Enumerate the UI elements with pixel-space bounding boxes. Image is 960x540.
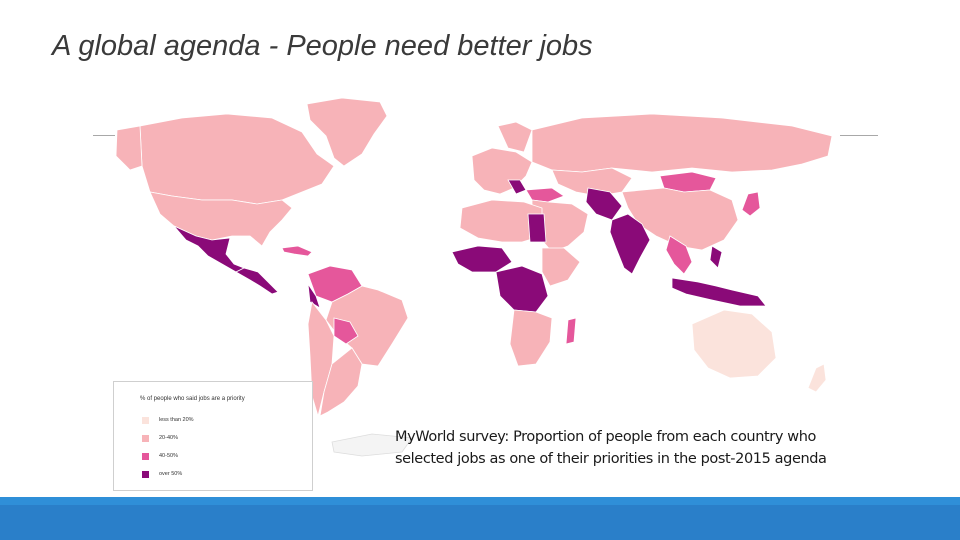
region-philippines	[709, 245, 723, 269]
region-antarctica	[331, 433, 413, 457]
legend-swatch	[142, 416, 149, 424]
region-new-zealand	[807, 363, 827, 393]
region-southern-africa	[509, 309, 553, 367]
caption-line-1: MyWorld survey: Proportion of people fro…	[395, 429, 816, 445]
region-indonesia	[671, 277, 767, 307]
region-argentina	[319, 347, 363, 417]
region-australia	[691, 309, 777, 379]
region-russia	[531, 113, 833, 173]
map-caption: MyWorld survey: Proportion of people fro…	[395, 426, 855, 470]
legend-title: % of people who said jobs are a priority	[140, 396, 245, 402]
legend-swatch	[142, 470, 149, 478]
world-map	[115, 97, 833, 457]
region-caribbean	[281, 245, 313, 257]
legend-label: 40-50%	[159, 453, 178, 459]
footer-bar-highlight	[0, 497, 960, 505]
region-madagascar	[565, 317, 577, 345]
legend-item-40-50: 40-50%	[142, 451, 178, 461]
title-rule-right	[840, 135, 878, 136]
slide-title: A global agenda - People need better job…	[52, 30, 593, 62]
region-scandinavia	[497, 121, 533, 153]
region-southeast-asia	[665, 235, 693, 275]
legend-swatch	[142, 452, 149, 460]
legend-item-less-than-20: less than 20%	[142, 415, 194, 425]
region-central-america	[235, 267, 279, 295]
region-india	[609, 213, 651, 275]
legend-item-20-40: 20-40%	[142, 433, 178, 443]
region-central-africa	[495, 265, 549, 313]
caption-line-2: selected jobs as one of their priorities…	[395, 451, 827, 467]
region-egypt	[527, 213, 547, 243]
region-japan	[741, 191, 761, 217]
region-east-africa	[541, 247, 581, 287]
map-legend: % of people who said jobs are a priority…	[113, 381, 313, 491]
legend-label: 20-40%	[159, 435, 178, 441]
region-greenland	[306, 97, 388, 167]
region-turkey	[525, 187, 565, 203]
legend-item-over-50: over 50%	[142, 469, 182, 479]
legend-label: less than 20%	[159, 417, 194, 423]
legend-swatch	[142, 434, 149, 442]
region-andes	[307, 301, 335, 418]
region-bolivia	[333, 317, 359, 345]
region-west-africa	[451, 245, 513, 273]
legend-label: over 50%	[159, 471, 183, 477]
region-alaska	[115, 125, 143, 171]
region-canada	[139, 113, 335, 205]
region-peru	[307, 283, 321, 309]
title-rule-left	[93, 135, 115, 136]
